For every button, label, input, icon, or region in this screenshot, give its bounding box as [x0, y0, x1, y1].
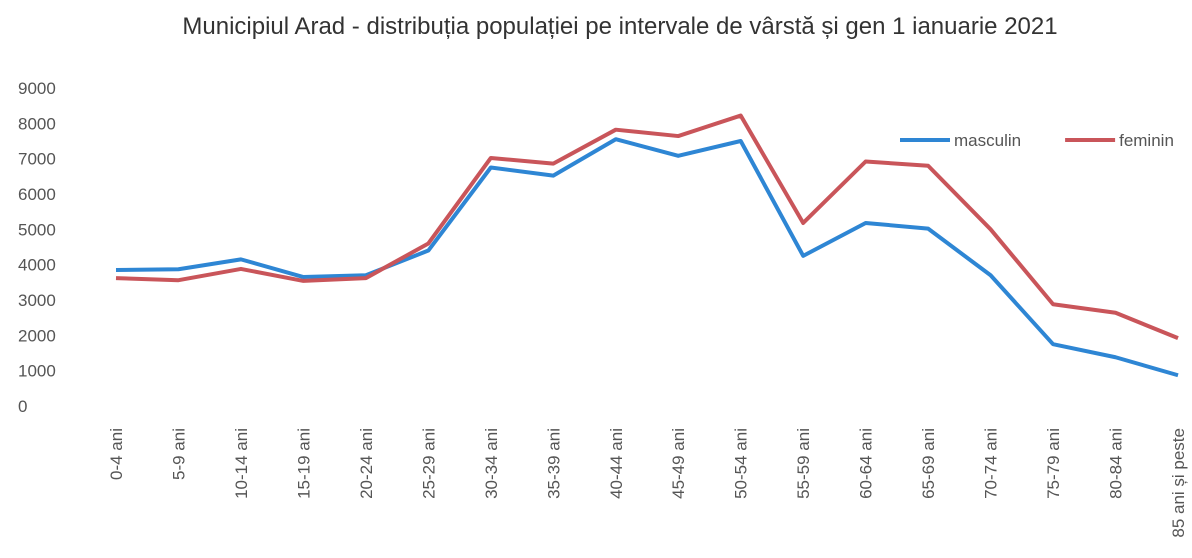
- y-tick-label: 6000: [18, 185, 56, 204]
- x-tick-label: 80-84 ani: [1107, 428, 1126, 499]
- x-tick-label: 55-59 ani: [794, 428, 813, 499]
- y-tick-label: 5000: [18, 220, 56, 239]
- legend-label: feminin: [1119, 131, 1174, 150]
- y-tick-label: 7000: [18, 150, 56, 169]
- legend-label: masculin: [954, 131, 1021, 150]
- y-tick-label: 1000: [18, 362, 56, 381]
- y-tick-label: 0: [18, 397, 27, 416]
- x-tick-label: 25-29 ani: [419, 428, 438, 499]
- x-tick-label: 40-44 ani: [607, 428, 626, 499]
- x-tick-label: 65-69 ani: [919, 428, 938, 499]
- y-tick-label: 2000: [18, 326, 56, 345]
- y-tick-label: 8000: [18, 114, 56, 133]
- x-tick-label: 5-9 ani: [169, 428, 188, 480]
- y-tick-label: 4000: [18, 256, 56, 275]
- x-tick-label: 15-19 ani: [294, 428, 313, 499]
- y-tick-label: 9000: [18, 79, 56, 98]
- chart-title: Municipiul Arad - distribuția populației…: [182, 13, 1058, 40]
- x-tick-label: 75-79 ani: [1044, 428, 1063, 499]
- x-tick-label: 60-64 ani: [857, 428, 876, 499]
- x-tick-label: 0-4 ani: [107, 428, 126, 480]
- x-tick-label: 35-39 ani: [544, 428, 563, 499]
- x-tick-label: 30-34 ani: [482, 428, 501, 499]
- x-tick-label: 45-49 ani: [669, 428, 688, 499]
- x-tick-label: 70-74 ani: [982, 428, 1001, 499]
- series-line: [115, 113, 1179, 341]
- x-tick-label: 50-54 ani: [732, 428, 751, 499]
- y-tick-label: 3000: [18, 291, 56, 310]
- x-tick-label: 85 ani și peste: [1169, 428, 1188, 538]
- series-line: [115, 137, 1179, 378]
- x-tick-label: 10-14 ani: [232, 428, 251, 499]
- x-tick-label: 20-24 ani: [357, 428, 376, 499]
